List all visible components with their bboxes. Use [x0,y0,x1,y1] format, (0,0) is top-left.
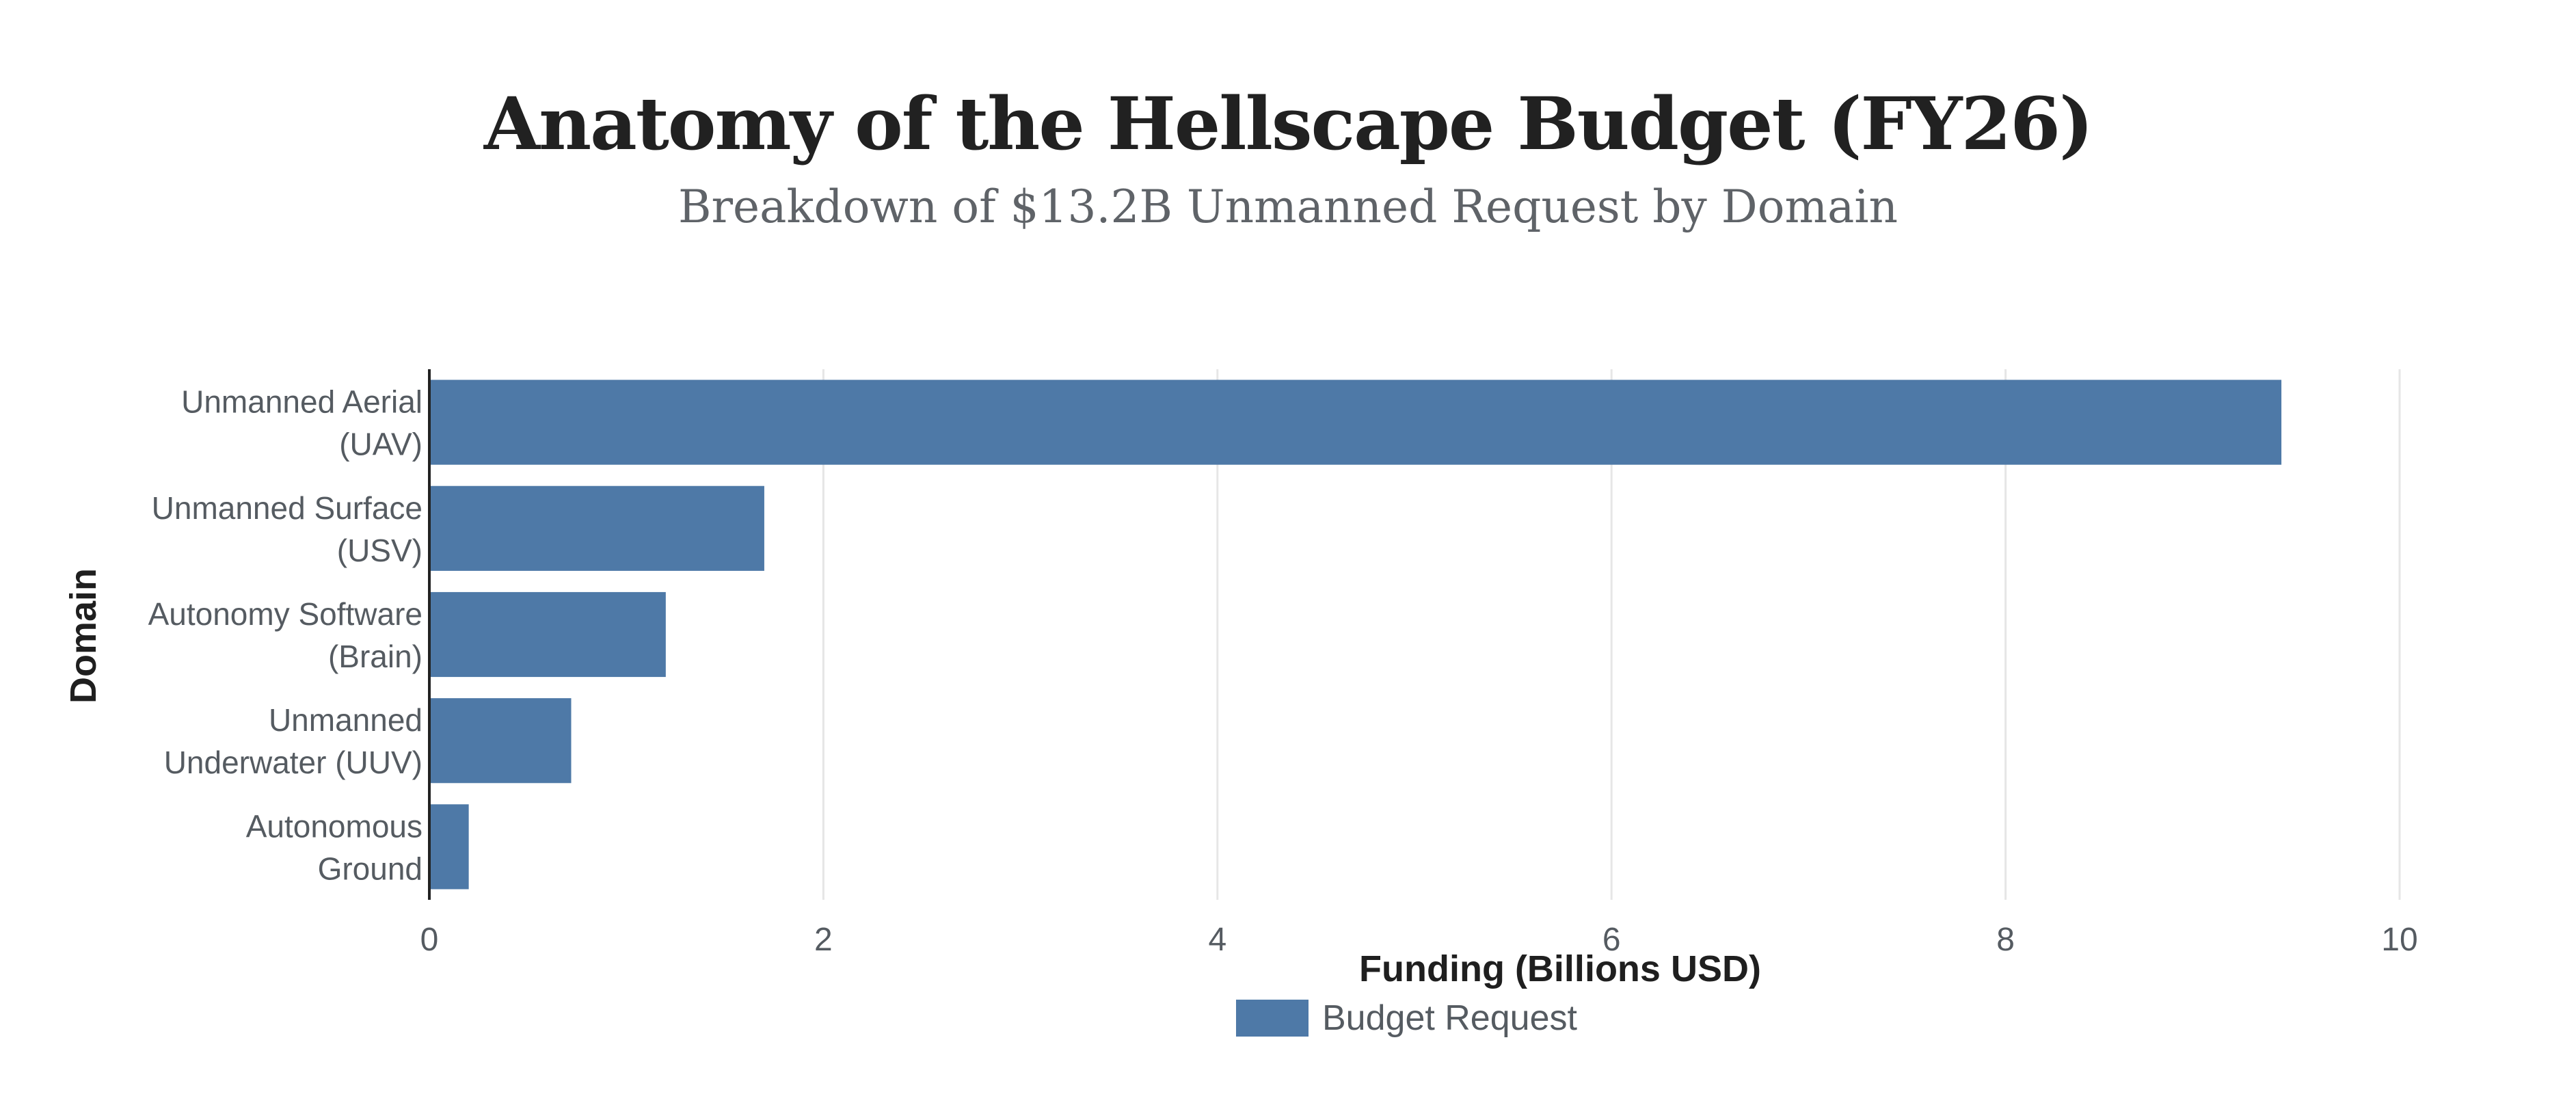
x-tick-label: 8 [1996,922,2015,958]
y-axis-title: Domain [63,568,104,704]
y-tick-label: Unmanned [269,702,422,738]
x-tick-label: 6 [1602,922,1621,958]
legend-swatch [1236,1000,1309,1037]
y-tick-label: Ground [318,851,422,886]
y-tick-label: (Brain) [328,639,422,674]
y-tick-label: Underwater (UUV) [164,745,422,780]
legend: Budget Request [1236,998,1577,1038]
y-axis: Unmanned Aerial (UAV) Unmanned Surface (USV… [148,369,431,900]
x-tick-label: 10 [2381,922,2417,958]
x-tick-label: 0 [420,922,439,958]
bar [429,379,2282,465]
bar [429,591,666,678]
bars [429,379,2282,890]
chart-subtitle: Breakdown of $13.2B Unmanned Request by … [678,181,1898,233]
bar [429,485,764,571]
y-tick-label: Unmanned Aerial [181,384,422,420]
y-tick-label: Autonomous [246,808,422,844]
bar [429,804,469,890]
bar [429,698,572,784]
x-axis: 0 2 4 6 8 10 [420,922,2418,958]
y-tick-label: Unmanned Surface [152,490,422,526]
y-tick-label: (UAV) [339,427,422,462]
legend-label: Budget Request [1322,998,1577,1038]
chart-title: Anatomy of the Hellscape Budget (FY26) [483,81,2093,166]
y-tick-label: (USV) [337,533,422,568]
x-axis-title: Funding (Billions USD) [1359,948,1761,989]
x-tick-label: 4 [1208,922,1226,958]
x-tick-label: 2 [814,922,833,958]
y-tick-label: Autonomy Software [148,596,422,632]
